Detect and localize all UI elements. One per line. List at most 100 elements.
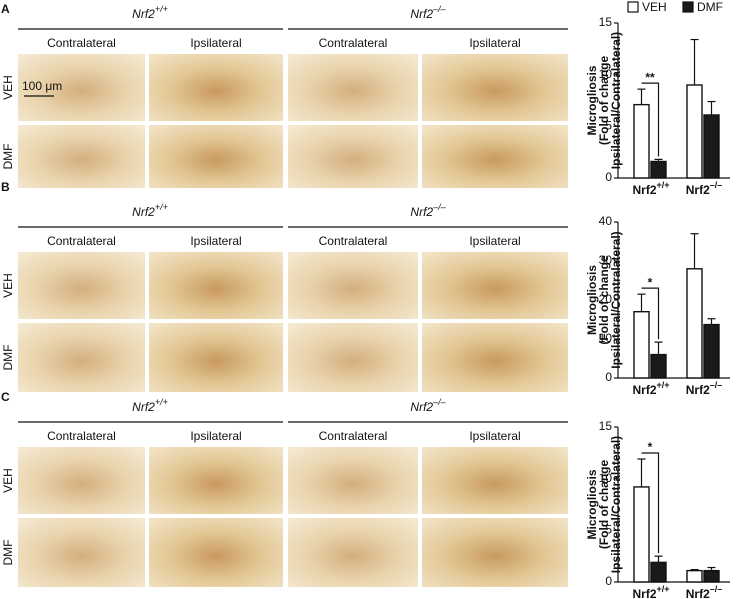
y-axis-label: Microgliosis — [585, 469, 599, 539]
micrograph — [288, 252, 418, 319]
panel-letter: B — [1, 180, 10, 194]
bar — [650, 561, 667, 583]
bar — [633, 103, 650, 179]
genotype-label: Nrf2+/+ — [132, 397, 168, 414]
significance-bracket — [641, 287, 660, 340]
bar — [650, 353, 667, 379]
significance-bracket — [641, 82, 660, 157]
y-tick-label: 15 — [599, 419, 613, 433]
panel-letter: A — [1, 2, 10, 16]
micrograph — [18, 447, 145, 514]
micrograph — [149, 447, 283, 514]
micrograph — [18, 125, 145, 188]
micrograph — [422, 54, 568, 121]
genotype-label-base: Nrf2 — [132, 7, 155, 21]
panel-letter: C — [1, 390, 10, 404]
micrograph — [288, 54, 418, 121]
genotype-label: Nrf2–/– — [410, 397, 446, 414]
micrograph — [288, 323, 418, 392]
x-tick-label-base: Nrf2 — [632, 383, 656, 397]
x-tick-label: Nrf2+/+ — [632, 180, 669, 197]
y-axis-label: Ipsilateral/Contralateral) — [609, 436, 623, 573]
micrograph — [422, 323, 568, 392]
column-label: Ipsilateral — [469, 429, 520, 443]
y-axis-label: (Fold of change — [597, 56, 611, 146]
y-tick-label: 30 — [599, 253, 613, 267]
legend-label: DMF — [697, 0, 723, 14]
legend-label: VEH — [642, 0, 667, 14]
row-label: VEH — [1, 468, 15, 493]
y-tick-label: 5 — [605, 119, 612, 133]
y-tick-label: 0 — [605, 370, 612, 384]
genotype-label-base: Nrf2 — [132, 400, 155, 414]
genotype-label-base: Nrf2 — [410, 7, 433, 21]
significance-bracket — [641, 452, 660, 554]
genotype-label: Nrf2–/– — [410, 4, 446, 21]
column-label: Contralateral — [47, 429, 116, 443]
y-tick-label: 20 — [599, 292, 613, 306]
y-tick-label: 10 — [599, 471, 613, 485]
x-tick-label: Nrf2–/– — [686, 584, 723, 599]
genotype-label-base: Nrf2 — [132, 205, 155, 219]
micrograph — [288, 447, 418, 514]
row-label: DMF — [1, 345, 15, 371]
micrograph — [422, 518, 568, 587]
micrograph — [149, 54, 283, 121]
x-tick-label: Nrf2+/+ — [632, 380, 669, 397]
y-axis-label: Microgliosis — [585, 65, 599, 135]
significance-label: * — [648, 440, 653, 454]
y-tick-label: 15 — [599, 15, 613, 29]
row-label: DMF — [1, 540, 15, 566]
y-axis-label: (Fold of change — [597, 460, 611, 550]
x-tick-label-base: Nrf2 — [686, 587, 710, 599]
micrograph — [18, 323, 145, 392]
x-tick-label-sup: –/– — [710, 180, 723, 190]
micrograph — [149, 518, 283, 587]
x-tick-label-sup: +/+ — [657, 180, 670, 190]
column-label: Ipsilateral — [190, 36, 241, 50]
genotype-label: Nrf2+/+ — [132, 202, 168, 219]
y-axis-label: Ipsilateral/Contralateral) — [609, 231, 623, 368]
x-tick-label: Nrf2–/– — [686, 380, 723, 397]
micrograph — [288, 125, 418, 188]
micrograph — [18, 518, 145, 587]
x-tick-label-sup: –/– — [710, 380, 723, 390]
x-tick-label: Nrf2–/– — [686, 180, 723, 197]
x-tick-label-base: Nrf2 — [632, 183, 656, 197]
y-tick-label: 5 — [605, 523, 612, 537]
column-label: Ipsilateral — [469, 36, 520, 50]
y-tick-label: 10 — [599, 331, 613, 345]
row-label: DMF — [1, 144, 15, 170]
bar — [633, 486, 650, 583]
column-label: Ipsilateral — [190, 234, 241, 248]
x-tick-label-base: Nrf2 — [686, 383, 710, 397]
row-label: VEH — [1, 75, 15, 100]
column-label: Ipsilateral — [190, 429, 241, 443]
scale-bar-label: 100 μm — [22, 79, 62, 93]
column-label: Contralateral — [319, 429, 388, 443]
y-tick-label: 0 — [605, 574, 612, 588]
bar — [703, 569, 720, 583]
legend-swatch — [682, 1, 694, 13]
significance-label: ** — [645, 70, 655, 84]
bar — [686, 84, 703, 179]
genotype-label-sup: –/– — [432, 202, 447, 212]
x-tick-label-sup: +/+ — [657, 380, 670, 390]
column-label: Contralateral — [47, 234, 116, 248]
micrograph — [288, 518, 418, 587]
genotype-label: Nrf2+/+ — [132, 4, 168, 21]
significance-label: * — [648, 275, 653, 289]
genotype-label-sup: –/– — [432, 397, 447, 407]
micrograph — [18, 54, 145, 121]
genotype-label-sup: +/+ — [155, 4, 168, 14]
column-label: Ipsilateral — [469, 234, 520, 248]
bar — [686, 268, 703, 379]
x-tick-label-sup: +/+ — [657, 584, 670, 594]
bar — [650, 160, 667, 179]
column-label: Contralateral — [319, 36, 388, 50]
bar — [686, 569, 703, 583]
genotype-label-sup: +/+ — [155, 202, 168, 212]
genotype-label-base: Nrf2 — [410, 400, 433, 414]
x-tick-label: Nrf2+/+ — [632, 584, 669, 599]
